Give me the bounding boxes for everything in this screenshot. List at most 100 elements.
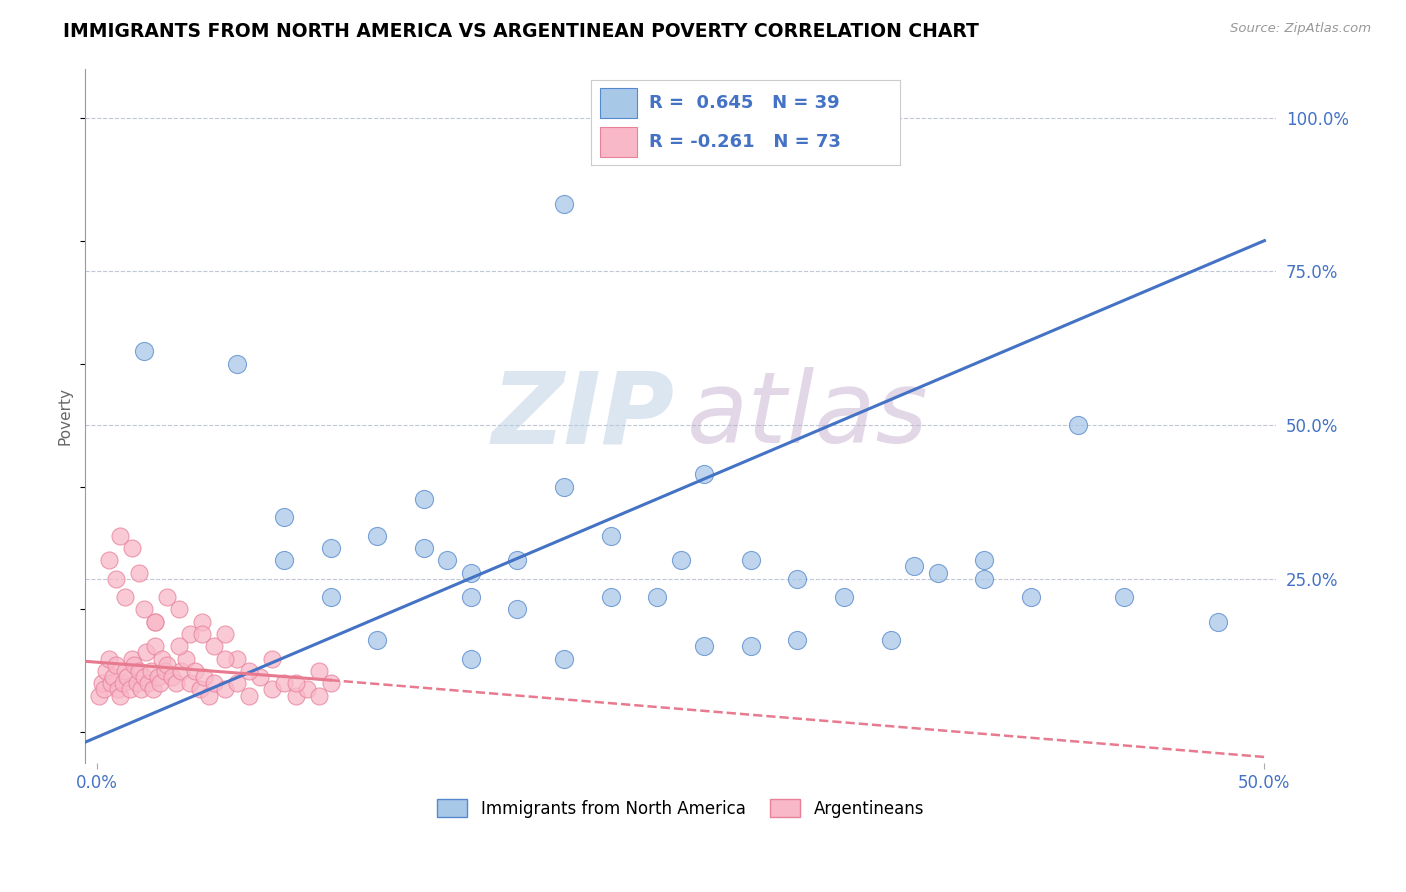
Point (96, 664, 118, 678)
Point (238, 689, 260, 703)
Point (1019, 590, 1042, 604)
Point (1066, 418, 1088, 433)
Bar (600, 127, 637, 157)
Text: atlas: atlas (686, 368, 928, 465)
Point (249, 670, 271, 684)
Point (308, 689, 330, 703)
Point (193, 670, 215, 684)
Point (238, 664, 260, 678)
Point (413, 491, 436, 506)
Point (128, 566, 150, 580)
Point (262, 651, 284, 665)
Point (226, 676, 249, 690)
Point (693, 467, 716, 482)
Point (295, 682, 318, 697)
Point (104, 572, 127, 586)
Point (174, 651, 197, 665)
Point (100, 676, 122, 690)
Point (149, 676, 172, 690)
Point (740, 553, 762, 567)
Point (786, 633, 808, 648)
Point (832, 590, 855, 604)
Point (214, 627, 236, 641)
Point (124, 657, 146, 672)
Point (132, 670, 155, 684)
Point (146, 670, 169, 684)
Point (553, 196, 575, 211)
Point (111, 676, 134, 690)
Text: ZIP: ZIP (492, 368, 675, 465)
Point (669, 553, 692, 567)
Point (114, 664, 136, 678)
Point (170, 664, 193, 678)
Point (121, 541, 143, 555)
Point (366, 529, 388, 543)
Point (110, 689, 132, 703)
Point (436, 553, 458, 567)
Point (132, 344, 155, 359)
Point (284, 689, 307, 703)
Point (284, 676, 307, 690)
Point (460, 590, 482, 604)
Legend: Immigrants from North America, Argentineans: Immigrants from North America, Argentine… (430, 793, 931, 824)
Point (103, 670, 125, 684)
Point (167, 640, 190, 654)
Point (1114, 590, 1136, 604)
Point (135, 645, 157, 659)
Point (145, 615, 167, 629)
Point (90, 676, 112, 690)
Point (553, 479, 575, 493)
Point (131, 682, 153, 697)
Point (903, 559, 925, 574)
Y-axis label: Poverty: Poverty (58, 387, 72, 445)
Point (132, 602, 155, 616)
Point (153, 664, 176, 678)
Point (506, 602, 529, 616)
Text: Source: ZipAtlas.com: Source: ZipAtlas.com (1230, 22, 1371, 36)
Point (121, 651, 143, 665)
Point (273, 510, 295, 524)
Point (156, 657, 179, 672)
Point (202, 640, 225, 654)
Point (110, 529, 132, 543)
Point (118, 682, 141, 697)
Point (156, 590, 179, 604)
Point (599, 590, 621, 604)
Point (107, 682, 129, 697)
Point (142, 682, 165, 697)
Point (214, 651, 236, 665)
Text: IMMIGRANTS FROM NORTH AMERICA VS ARGENTINEAN POVERTY CORRELATION CHART: IMMIGRANTS FROM NORTH AMERICA VS ARGENTI… (63, 22, 979, 41)
Point (184, 664, 207, 678)
Point (179, 627, 201, 641)
Point (188, 682, 211, 697)
Point (97, 651, 120, 665)
Point (226, 357, 249, 371)
Point (319, 541, 342, 555)
Point (460, 651, 482, 665)
Text: R =  0.645   N = 39: R = 0.645 N = 39 (650, 94, 839, 112)
Point (366, 633, 388, 648)
Point (740, 640, 762, 654)
Point (460, 566, 482, 580)
Point (786, 572, 808, 586)
Point (160, 670, 183, 684)
Point (413, 541, 436, 555)
Point (89, 689, 111, 703)
Point (97, 553, 120, 567)
Point (647, 590, 669, 604)
Point (117, 670, 139, 684)
Point (1206, 615, 1229, 629)
Point (191, 615, 214, 629)
Text: R = -0.261   N = 73: R = -0.261 N = 73 (650, 133, 841, 151)
Point (308, 664, 330, 678)
Point (139, 664, 162, 678)
Point (319, 590, 342, 604)
Bar (600, 88, 637, 118)
Point (125, 676, 148, 690)
Point (273, 676, 295, 690)
Point (506, 553, 529, 567)
Point (179, 676, 201, 690)
Point (114, 590, 136, 604)
Point (191, 627, 214, 641)
Point (128, 664, 150, 678)
